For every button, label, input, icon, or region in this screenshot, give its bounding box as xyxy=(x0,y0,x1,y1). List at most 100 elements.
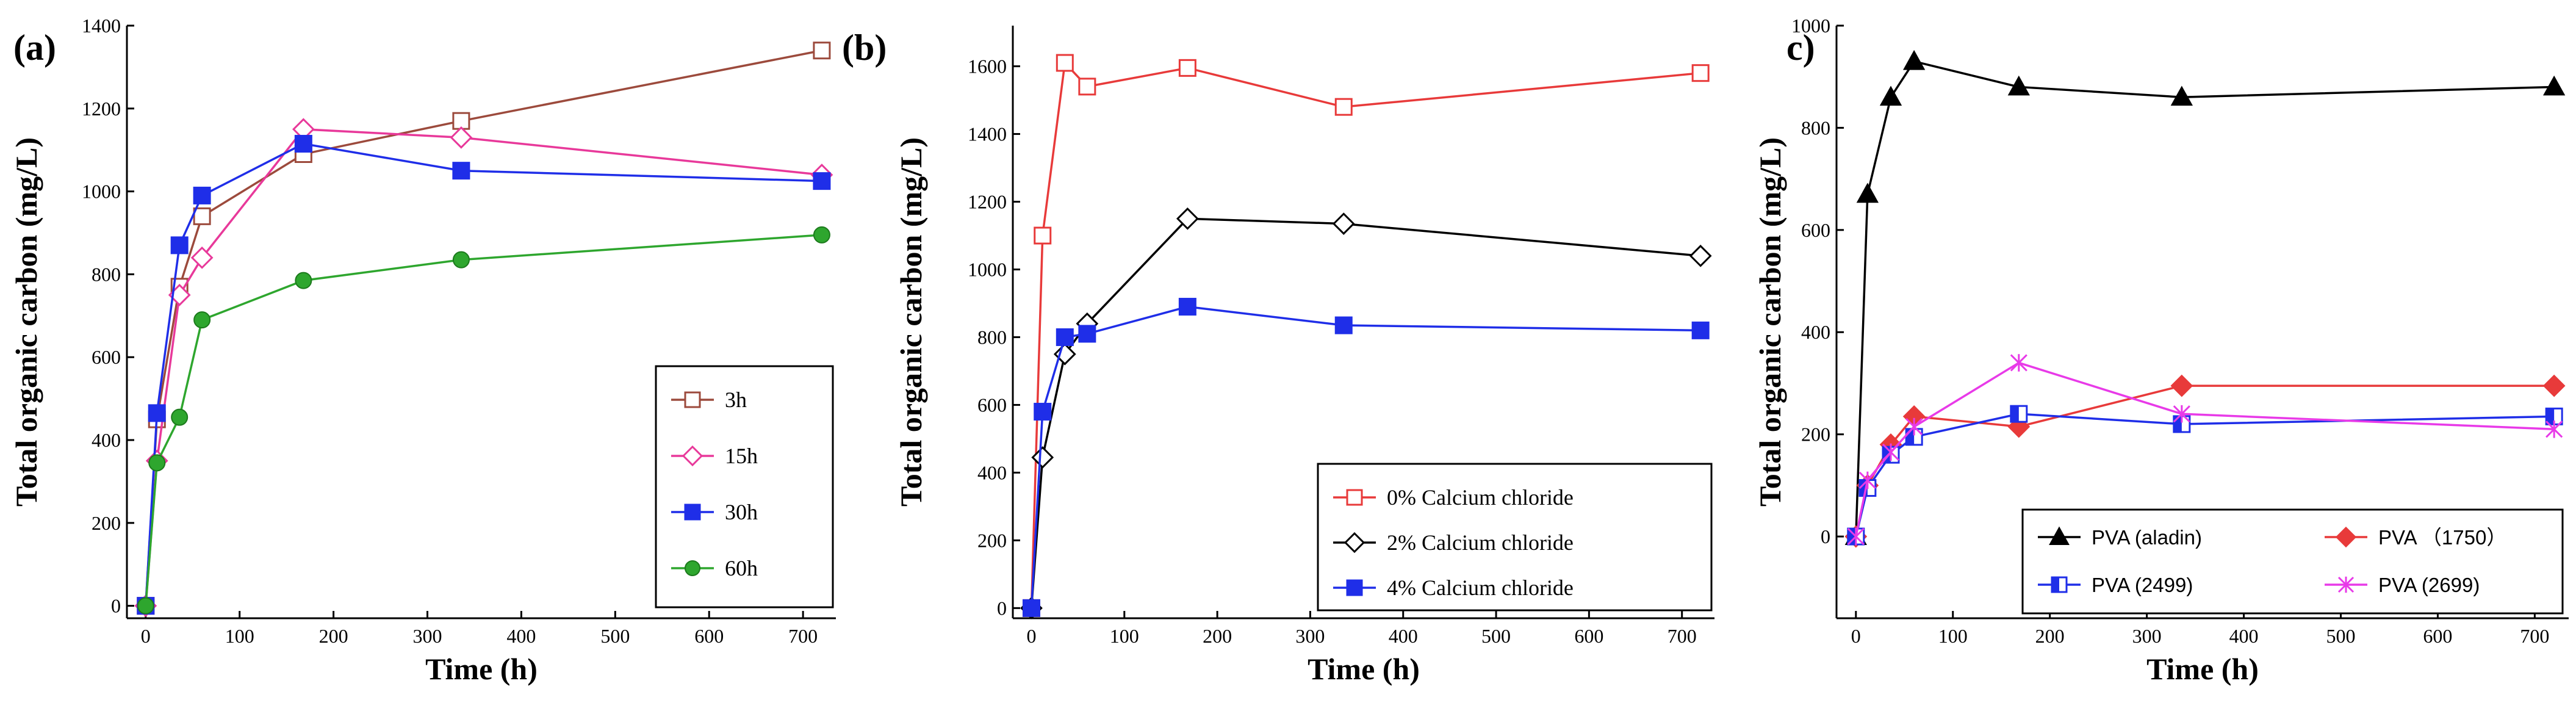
data-point xyxy=(193,311,211,329)
data-point xyxy=(1905,417,1923,436)
y-tick-label: 0 xyxy=(1821,525,1830,547)
data-point xyxy=(190,246,214,269)
legend-label: PVA (2499) xyxy=(2092,574,2193,596)
legend-swatch-marker xyxy=(684,504,701,521)
x-tick-label: 300 xyxy=(1295,625,1325,647)
series-2-calcium-chloride xyxy=(1020,207,1712,619)
y-tick-label: 1000 xyxy=(968,258,1007,280)
series-4-calcium-chloride xyxy=(1022,298,1710,617)
data-point xyxy=(1178,298,1196,316)
x-tick-label: 200 xyxy=(319,625,348,647)
legend-label: PVA (2699) xyxy=(2378,574,2480,596)
data-point xyxy=(1053,342,1076,366)
data-point xyxy=(1034,226,1052,245)
y-axis-title: Total organic carbon (mg/L) xyxy=(1753,137,1787,507)
data-point xyxy=(450,126,473,149)
data-point xyxy=(295,272,312,289)
data-point xyxy=(2173,405,2190,423)
data-point xyxy=(2007,75,2030,96)
data-point xyxy=(2170,85,2193,106)
panel-label: (a) xyxy=(13,27,56,68)
legend: 3h 15h 30h 60h xyxy=(655,365,834,608)
x-tick-label: 600 xyxy=(694,625,724,647)
legend-swatch-marker xyxy=(1346,489,1363,506)
legend-item: PVA (2499) xyxy=(2038,574,2193,596)
y-axis-title: Total organic carbon (mg/L) xyxy=(9,137,43,507)
legend-label: 15h xyxy=(725,444,758,468)
legend-box xyxy=(1317,463,1713,612)
y-axis-title: Total organic carbon (mg/L) xyxy=(894,137,928,507)
legend-label: PVA （1750） xyxy=(2378,526,2506,549)
data-point xyxy=(1078,325,1096,343)
legend-item: 15h xyxy=(671,444,758,468)
legend-label: 0% Calcium chloride xyxy=(1387,485,1574,510)
data-point xyxy=(2545,420,2563,438)
series-line xyxy=(1855,60,2555,537)
chart-panel-1: 0 200 400 600 800 1000 1200 1400 0 100 200 300 400 50… xyxy=(9,15,836,686)
data-point xyxy=(1882,443,1900,461)
legend-label: PVA (aladin) xyxy=(2092,526,2202,549)
x-tick-label: 700 xyxy=(1668,625,1697,647)
legend-item: 30h xyxy=(671,500,758,524)
y-tick-label: 200 xyxy=(92,512,121,534)
data-point xyxy=(1034,403,1052,421)
y-tick-label: 400 xyxy=(1801,321,1830,343)
y-tick-label: 1600 xyxy=(968,56,1007,78)
legend-item: 4% Calcium chloride xyxy=(1333,576,1574,600)
y-tick-label: 800 xyxy=(977,326,1007,348)
legend-swatch-marker-fill xyxy=(2052,577,2059,592)
x-tick-label: 600 xyxy=(2423,625,2452,647)
data-point xyxy=(171,408,189,426)
y-tick-label: 800 xyxy=(92,263,121,285)
data-point xyxy=(452,251,470,269)
x-tick-label: 100 xyxy=(225,625,254,647)
y-tick-label: 400 xyxy=(977,461,1007,483)
data-point xyxy=(1332,212,1355,235)
data-point xyxy=(294,135,312,153)
legend: PVA (aladin) PVA （1750） PVA (2499) PVA (269… xyxy=(2021,508,2564,615)
legend-box xyxy=(2021,508,2564,615)
x-tick-label: 0 xyxy=(1026,625,1036,647)
legend-swatch-marker xyxy=(1346,579,1363,596)
chart-panel-3: 0 200 400 600 800 1000 0 100 200 300 400 500 600 700 T… xyxy=(1753,15,2569,686)
data-point xyxy=(1858,471,1876,489)
data-point xyxy=(1178,59,1196,77)
data-point xyxy=(193,186,211,204)
legend-swatch-marker xyxy=(682,445,703,467)
x-tick-label: 500 xyxy=(2326,625,2355,647)
legend-item: PVA (2699) xyxy=(2325,574,2480,596)
data-point xyxy=(2543,75,2566,96)
legend-item: 2% Calcium chloride xyxy=(1333,530,1574,555)
y-tick-label: 1000 xyxy=(1791,15,1830,37)
data-point xyxy=(1031,446,1054,469)
x-tick-label: 200 xyxy=(2035,625,2065,647)
data-point xyxy=(193,207,211,225)
x-tick-label: 0 xyxy=(141,625,151,647)
legend-item: 60h xyxy=(671,556,758,580)
legend-swatch-marker xyxy=(2337,576,2355,593)
y-tick-label: 200 xyxy=(1801,424,1830,446)
legend-swatch-marker xyxy=(1344,532,1365,554)
x-tick-label: 100 xyxy=(1938,625,1968,647)
data-point xyxy=(2010,354,2027,372)
data-point xyxy=(813,226,830,244)
y-tick-label: 1400 xyxy=(968,123,1007,145)
data-point-fill xyxy=(2010,406,2019,422)
legend-swatch-marker xyxy=(2049,526,2070,546)
x-tick-label: 200 xyxy=(1203,625,1232,647)
data-point xyxy=(1903,49,1926,70)
y-tick-label: 1200 xyxy=(82,98,121,120)
x-tick-label: 0 xyxy=(1851,625,1861,647)
data-point-fill xyxy=(2546,408,2555,425)
legend-label: 2% Calcium chloride xyxy=(1387,530,1574,555)
data-point xyxy=(170,236,189,255)
data-point xyxy=(1334,98,1353,116)
x-tick-label: 300 xyxy=(413,625,442,647)
series-pva-aladin- xyxy=(1844,49,2566,546)
series-pva-2699- xyxy=(1847,354,2563,546)
data-point xyxy=(148,404,166,422)
y-tick-label: 0 xyxy=(111,595,121,617)
x-tick-label: 300 xyxy=(2132,625,2162,647)
data-point xyxy=(1689,244,1712,267)
